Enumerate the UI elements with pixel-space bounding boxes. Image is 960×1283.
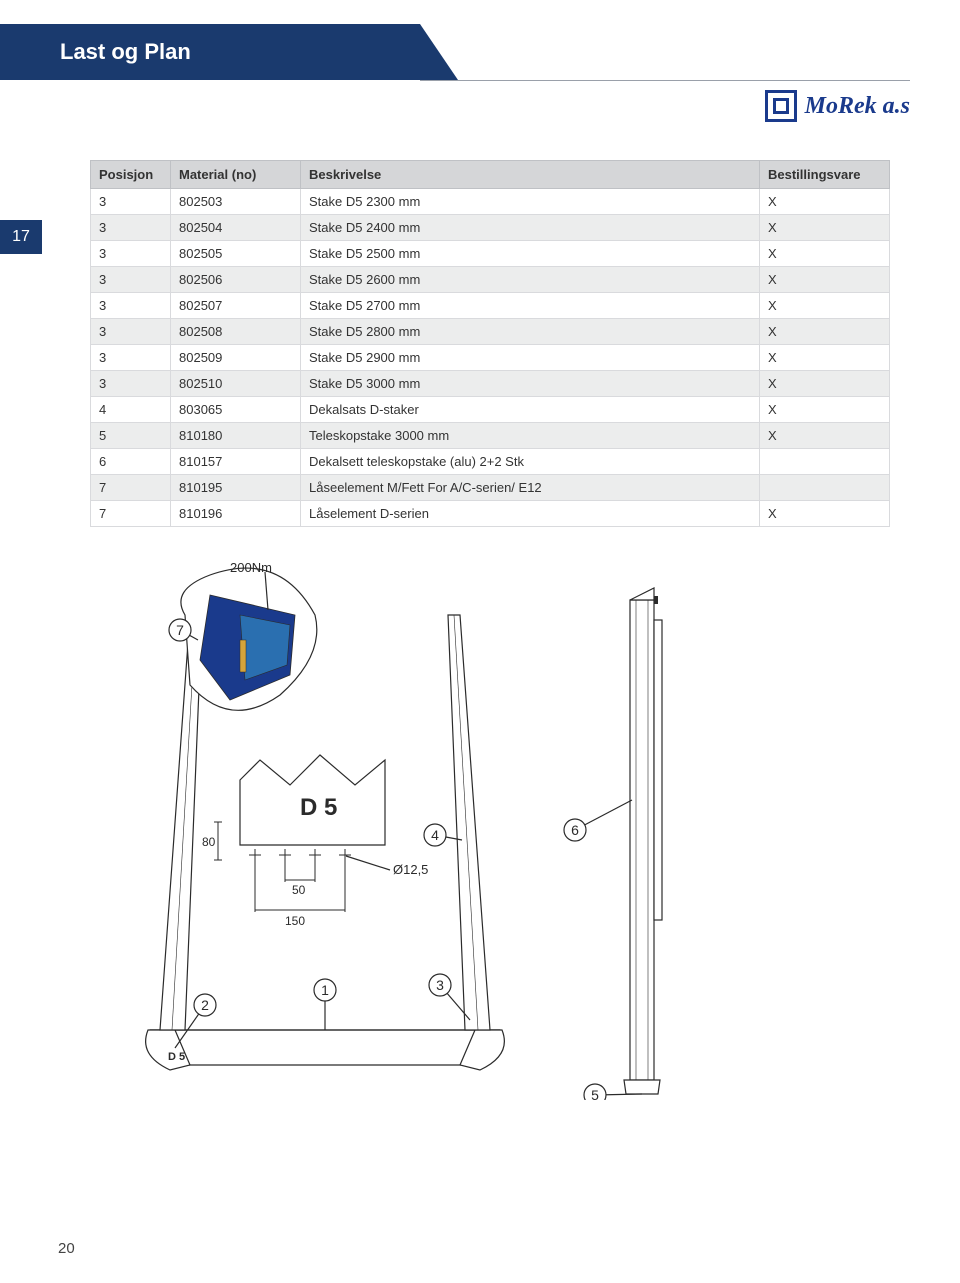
table-cell [760,449,890,475]
table-cell: 3 [91,371,171,397]
table-cell: X [760,319,890,345]
parts-table: PosisjonMaterial (no)BeskrivelseBestilli… [90,160,890,527]
table-cell: 802506 [171,267,301,293]
svg-text:D 5: D 5 [300,794,337,821]
table-cell: 3 [91,293,171,319]
table-cell: 810195 [171,475,301,501]
table-cell: X [760,293,890,319]
table-cell: 810180 [171,423,301,449]
table-cell: 802505 [171,241,301,267]
table-cell: Stake D5 2900 mm [301,345,760,371]
side-tab-number: 17 [12,228,30,246]
brand-logo: MoRek a.s [765,90,910,122]
svg-text:4: 4 [431,827,439,843]
table-cell: 810196 [171,501,301,527]
table-cell: Dekalsett teleskopstake (alu) 2+2 Stk [301,449,760,475]
table-cell: X [760,423,890,449]
table-cell: 802507 [171,293,301,319]
side-tab: 17 [0,220,42,254]
table-cell [760,475,890,501]
table-cell: 4 [91,397,171,423]
table-row: 4803065Dekalsats D-stakerX [91,397,890,423]
page-number: 20 [58,1240,75,1257]
table-cell: 803065 [171,397,301,423]
table-cell: X [760,189,890,215]
svg-text:7: 7 [176,622,184,638]
table-cell: 3 [91,345,171,371]
table-cell: X [760,241,890,267]
table-cell: 7 [91,475,171,501]
table-row: 3802508Stake D5 2800 mmX [91,319,890,345]
table-row: 6810157Dekalsett teleskopstake (alu) 2+2… [91,449,890,475]
table-row: 3802506Stake D5 2600 mmX [91,267,890,293]
table-cell: 802503 [171,189,301,215]
column-header: Beskrivelse [301,161,760,189]
table-cell: Stake D5 2700 mm [301,293,760,319]
table-cell: 802509 [171,345,301,371]
table-cell: 3 [91,319,171,345]
table-cell: Teleskopstake 3000 mm [301,423,760,449]
table-cell: 3 [91,215,171,241]
table-row: 5810180Teleskopstake 3000 mmX [91,423,890,449]
table-row: 3802507Stake D5 2700 mmX [91,293,890,319]
table-row: 3802505Stake D5 2500 mmX [91,241,890,267]
table-row: 7810195Låseelement M/Fett For A/C-serien… [91,475,890,501]
table-row: 3802510Stake D5 3000 mmX [91,371,890,397]
header-band: Last og Plan [0,24,420,80]
svg-text:1: 1 [321,982,329,998]
table-cell: Stake D5 2400 mm [301,215,760,241]
logo-icon [765,90,797,122]
table-row: 3802504Stake D5 2400 mmX [91,215,890,241]
logo-text: MoRek a.s [805,93,910,120]
table-row: 3802509Stake D5 2900 mmX [91,345,890,371]
table-cell: 802510 [171,371,301,397]
svg-text:D 5: D 5 [168,1051,185,1063]
svg-text:2: 2 [201,997,209,1013]
table-cell: Stake D5 3000 mm [301,371,760,397]
table-cell: Stake D5 2500 mm [301,241,760,267]
table-cell: 5 [91,423,171,449]
column-header: Material (no) [171,161,301,189]
table-row: 3802503Stake D5 2300 mmX [91,189,890,215]
table-row: 7810196Låselement D-serienX [91,501,890,527]
table-cell: Stake D5 2600 mm [301,267,760,293]
svg-text:Ø12,5: Ø12,5 [393,862,428,877]
technical-diagram: 200Nm7D 58050150Ø12,51234D 565 [90,560,890,1100]
table-cell: 802504 [171,215,301,241]
table-cell: 3 [91,189,171,215]
table-cell: 802508 [171,319,301,345]
table-cell: 7 [91,501,171,527]
table-cell: 810157 [171,449,301,475]
table-cell: X [760,397,890,423]
svg-text:80: 80 [202,835,216,849]
table-cell: 3 [91,241,171,267]
table-cell: Låselement D-serien [301,501,760,527]
svg-text:150: 150 [285,914,305,928]
table-cell: X [760,345,890,371]
table-cell: Stake D5 2800 mm [301,319,760,345]
table-cell: X [760,215,890,241]
table-cell: X [760,371,890,397]
table-cell: Låseelement M/Fett For A/C-serien/ E12 [301,475,760,501]
svg-text:6: 6 [571,822,579,838]
page-title: Last og Plan [60,39,191,65]
table-cell: 6 [91,449,171,475]
svg-text:5: 5 [591,1087,599,1100]
table-cell: X [760,501,890,527]
header-rule [420,80,910,81]
column-header: Posisjon [91,161,171,189]
table-cell: X [760,267,890,293]
svg-text:50: 50 [292,883,306,897]
column-header: Bestillingsvare [760,161,890,189]
table-cell: 3 [91,267,171,293]
table-cell: Dekalsats D-staker [301,397,760,423]
table-cell: Stake D5 2300 mm [301,189,760,215]
svg-text:3: 3 [436,977,444,993]
